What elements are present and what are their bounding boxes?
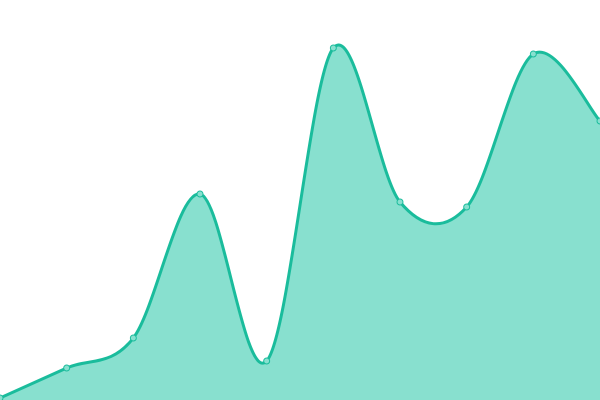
data-point-3	[196, 190, 204, 198]
data-point-4	[263, 357, 271, 365]
area-fill	[0, 44, 600, 400]
data-point-1	[63, 364, 71, 372]
data-point-0	[0, 394, 4, 400]
data-markers	[0, 44, 600, 400]
data-point-8	[529, 50, 537, 58]
data-point-6	[396, 198, 404, 206]
data-point-7	[463, 203, 471, 211]
data-point-2	[129, 334, 137, 342]
data-point-9	[596, 117, 600, 125]
data-point-5	[329, 44, 337, 52]
